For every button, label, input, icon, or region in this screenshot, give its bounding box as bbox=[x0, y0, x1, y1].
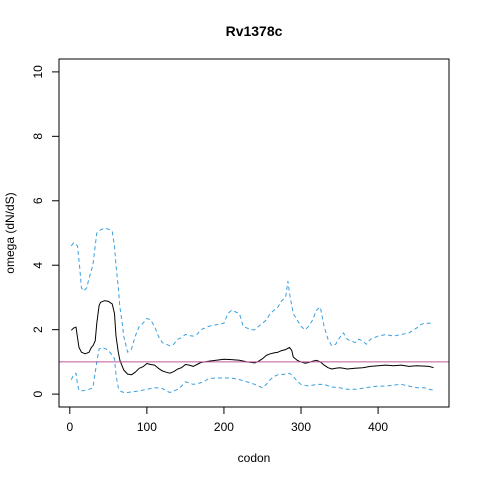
y-axis-label: omega (dN/dS) bbox=[3, 192, 17, 273]
y-tick-label: 0 bbox=[31, 390, 45, 397]
y-tick-label: 2 bbox=[31, 326, 45, 333]
omega-estimate-line bbox=[70, 300, 434, 376]
lower-bound-line bbox=[70, 346, 434, 393]
y-tick-label: 4 bbox=[31, 262, 45, 269]
chart-title: Rv1378c bbox=[226, 23, 283, 39]
x-tick-label: 100 bbox=[137, 420, 157, 434]
x-tick-label: 300 bbox=[291, 420, 311, 434]
y-tick-label: 6 bbox=[31, 197, 45, 204]
x-axis-label: codon bbox=[238, 451, 271, 465]
y-axis: 0 2 4 6 8 10 bbox=[31, 65, 60, 397]
x-tick-label: 200 bbox=[214, 420, 234, 434]
series-layer bbox=[70, 227, 434, 393]
x-tick-label: 400 bbox=[368, 420, 388, 434]
y-tick-label: 8 bbox=[31, 133, 45, 140]
x-tick-label: 0 bbox=[66, 420, 73, 434]
plot-frame bbox=[58, 58, 450, 408]
y-tick-label: 10 bbox=[31, 65, 45, 79]
x-axis: 0 100 200 300 400 bbox=[66, 406, 388, 434]
upper-bound-line bbox=[70, 227, 434, 353]
